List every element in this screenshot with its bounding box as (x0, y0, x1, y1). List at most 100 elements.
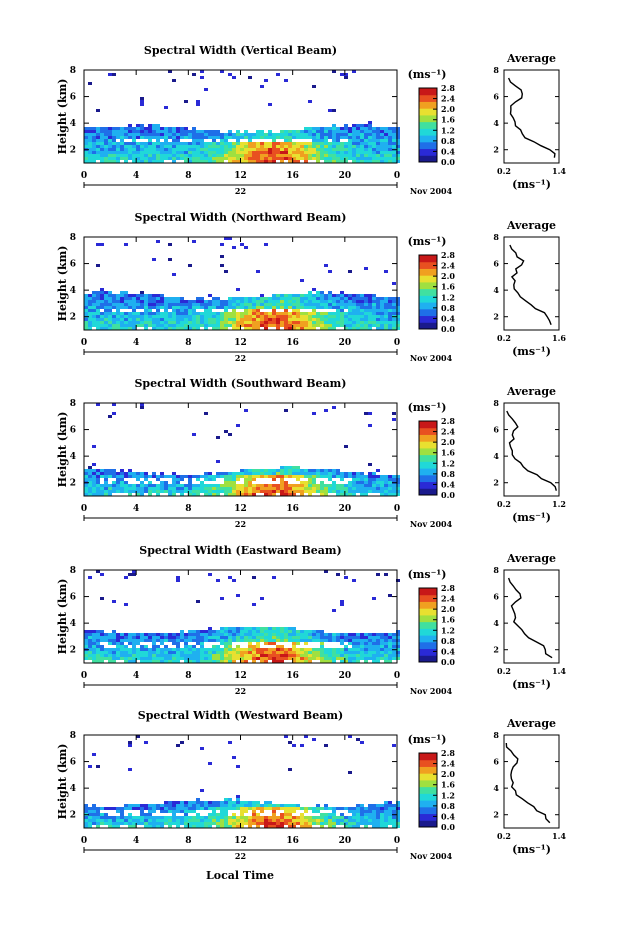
heatmap-cell (360, 315, 364, 318)
heatmap-cell (148, 154, 152, 157)
heatmap-cell (392, 639, 396, 642)
heatmap-cell (384, 136, 388, 139)
heatmap-cell (120, 142, 124, 145)
heatmap-cell (268, 484, 272, 487)
heatmap-cell (208, 151, 212, 154)
heatmap-cell (240, 469, 244, 472)
heatmap-cell (248, 142, 252, 145)
heatmap-cell (176, 487, 180, 490)
heatmap-cell (356, 819, 360, 822)
heatmap-cell (168, 306, 172, 309)
heatmap-cell (260, 136, 264, 139)
heatmap-cell (228, 639, 232, 642)
heatmap-cell (104, 127, 108, 130)
heatmap-cell (268, 297, 272, 300)
heatmap-cell (116, 127, 120, 130)
heatmap-cell (264, 660, 268, 663)
x-tick-label: 4 (133, 338, 139, 348)
heatmap-cell (340, 136, 344, 139)
x-tick-label: 0 (394, 171, 400, 181)
heatmap-cell (248, 645, 252, 648)
heatmap-cell (348, 487, 352, 490)
heatmap-cell (248, 312, 252, 315)
heatmap-cell (300, 484, 304, 487)
heatmap-cell (148, 309, 152, 312)
heatmap-cell (200, 747, 204, 750)
heatmap-cell (252, 154, 256, 157)
heatmap-cell (148, 315, 152, 318)
heatmap-cell (244, 633, 248, 636)
heatmap-cell (336, 315, 340, 318)
heatmap-cell (156, 145, 160, 148)
heatmap-cell (176, 651, 180, 654)
heatmap-cell (100, 136, 104, 139)
heatmap-cell (252, 627, 256, 630)
heatmap-cell (196, 324, 200, 327)
heatmap-cell (340, 151, 344, 154)
colorbar-swatch (419, 295, 437, 303)
heatmap-cell (244, 300, 248, 303)
heatmap-cell (240, 801, 244, 804)
heatmap-cell (208, 654, 212, 657)
heatmap-cell (352, 822, 356, 825)
heatmap-cell (172, 321, 176, 324)
heatmap-cell (276, 157, 280, 160)
colorbar-swatch (419, 648, 437, 656)
heatmap-cell (132, 145, 136, 148)
heatmap-cell (128, 648, 132, 651)
heatmap-cell (200, 481, 204, 484)
heatmap-cell (308, 133, 312, 136)
heatmap-cell (92, 810, 96, 813)
heatmap-cell (324, 472, 328, 475)
heatmap-cell (352, 475, 356, 478)
heatmap-cell (172, 154, 176, 157)
colorbar-swatch (419, 588, 437, 596)
heatmap-cell (184, 807, 188, 810)
heatmap-cell (116, 807, 120, 810)
heatmap-cell (236, 801, 240, 804)
heatmap-cell (348, 309, 352, 312)
heatmap-cell (108, 160, 112, 163)
heatmap-cell (276, 654, 280, 657)
heatmap-cell (292, 642, 296, 645)
heatmap-cell (328, 136, 332, 139)
heatmap-cell (344, 445, 348, 448)
heatmap-cell (284, 409, 288, 412)
heatmap-cell (304, 142, 308, 145)
heatmap-cell (180, 633, 184, 636)
heatmap-cell (360, 130, 364, 133)
colorbar-swatch (419, 779, 437, 788)
heatmap-cell (272, 813, 276, 816)
heatmap-cell (388, 318, 392, 321)
heatmap-cell (272, 139, 276, 142)
heatmap-cell (396, 579, 400, 582)
colorbar-swatch (419, 322, 437, 330)
heatmap-cell (156, 300, 160, 303)
heatmap-cell (320, 306, 324, 309)
heatmap-cell (324, 816, 328, 819)
heatmap-cell (380, 142, 384, 145)
heatmap-cell (88, 630, 92, 633)
heatmap-cell (360, 475, 364, 478)
heatmap-cell (216, 630, 220, 633)
heatmap-cell (144, 300, 148, 303)
heatmap-cell (232, 472, 236, 475)
heatmap-cell (96, 264, 100, 267)
heatmap-cell (316, 810, 320, 813)
heatmap-cell (352, 297, 356, 300)
heatmap-cell (100, 490, 104, 493)
heatmap-cell (188, 327, 192, 330)
heatmap-cell (116, 472, 120, 475)
heatmap-cell (228, 312, 232, 315)
heatmap-cell (104, 294, 108, 297)
heatmap-cell (120, 130, 124, 133)
heatmap-cell (128, 306, 132, 309)
heatmap-cell (272, 133, 276, 136)
heatmap-cell (356, 294, 360, 297)
heatmap-cell (344, 300, 348, 303)
heatmap-cell (100, 816, 104, 819)
heatmap-cell (220, 312, 224, 315)
heatmap-cell (260, 151, 264, 154)
heatmap-cell (312, 472, 316, 475)
heatmap-cell (252, 136, 256, 139)
